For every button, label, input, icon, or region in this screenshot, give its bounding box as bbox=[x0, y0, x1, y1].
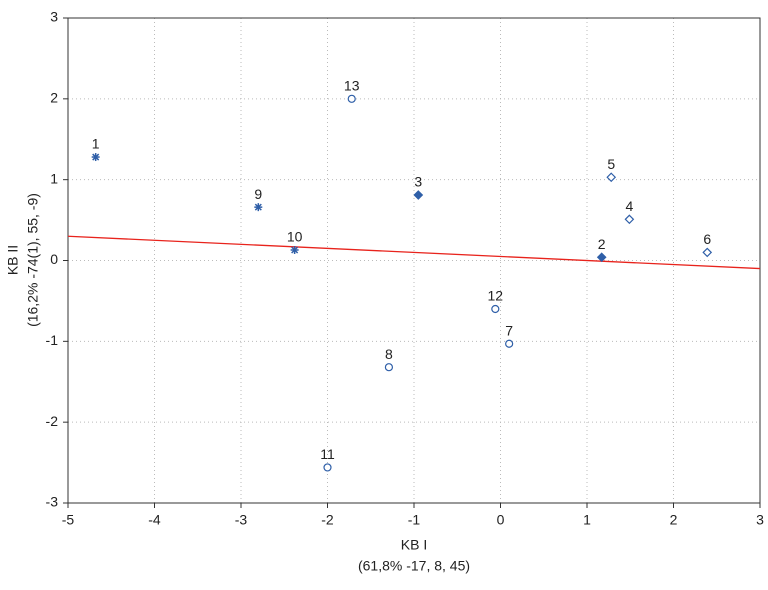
marker bbox=[505, 339, 514, 348]
point bbox=[413, 190, 424, 200]
point bbox=[323, 463, 332, 472]
marker bbox=[491, 304, 500, 314]
marker bbox=[702, 247, 713, 258]
x-tick-label: -4 bbox=[148, 512, 161, 528]
marker bbox=[291, 246, 299, 254]
point bbox=[254, 203, 263, 212]
point bbox=[505, 339, 514, 348]
marker bbox=[323, 463, 332, 472]
fit-line bbox=[67, 235, 761, 270]
point-label: 2 bbox=[598, 236, 606, 252]
point-label: 8 bbox=[385, 346, 393, 362]
marker bbox=[254, 203, 262, 211]
point-label: 3 bbox=[414, 174, 422, 190]
y-axis-subtitle: (16,2% -74(1), 55, -9) bbox=[25, 193, 41, 327]
point-label: 9 bbox=[254, 186, 262, 202]
y-tick-label: -3 bbox=[46, 494, 59, 510]
x-axis-subtitle: (61,8% -17, 8, 45) bbox=[358, 558, 470, 574]
marker bbox=[92, 153, 100, 161]
point-label: 4 bbox=[625, 198, 633, 214]
marker bbox=[624, 214, 635, 225]
point bbox=[384, 363, 394, 372]
marker bbox=[413, 190, 424, 200]
point-label: 12 bbox=[488, 288, 504, 304]
x-tick-label: -2 bbox=[321, 512, 334, 528]
x-tick-label: 0 bbox=[497, 512, 505, 528]
point bbox=[624, 214, 635, 225]
x-tick-label: 3 bbox=[756, 512, 764, 528]
x-tick-label: -5 bbox=[62, 512, 75, 528]
y-axis-title: KB II bbox=[5, 245, 21, 275]
y-tick-label: 1 bbox=[50, 170, 58, 186]
y-tick-label: 2 bbox=[50, 90, 58, 106]
point-label: 10 bbox=[287, 229, 303, 245]
marker bbox=[384, 363, 394, 372]
point-label: 6 bbox=[703, 231, 711, 247]
y-tick-label: 3 bbox=[50, 9, 58, 25]
marker bbox=[596, 252, 607, 263]
x-tick-label: 1 bbox=[583, 512, 591, 528]
point-label: 7 bbox=[505, 322, 513, 338]
point bbox=[491, 304, 500, 314]
point-label: 11 bbox=[320, 446, 335, 462]
marker bbox=[347, 94, 356, 103]
point-label: 1 bbox=[92, 136, 100, 152]
point-label: 5 bbox=[607, 156, 615, 172]
marker bbox=[606, 172, 617, 183]
plot-frame bbox=[67, 17, 761, 504]
point bbox=[702, 247, 713, 258]
x-axis-title: KB I bbox=[401, 537, 427, 553]
point bbox=[606, 172, 617, 183]
point-label: 13 bbox=[344, 78, 360, 94]
point bbox=[91, 153, 100, 162]
point bbox=[596, 252, 607, 263]
x-tick-label: -3 bbox=[235, 512, 248, 528]
x-tick-label: -1 bbox=[408, 512, 421, 528]
point bbox=[347, 94, 356, 103]
y-tick-label: 0 bbox=[50, 251, 58, 267]
point bbox=[290, 245, 299, 254]
y-tick-label: -2 bbox=[46, 413, 59, 429]
y-tick-label: -1 bbox=[46, 332, 59, 348]
x-tick-label: 2 bbox=[670, 512, 678, 528]
